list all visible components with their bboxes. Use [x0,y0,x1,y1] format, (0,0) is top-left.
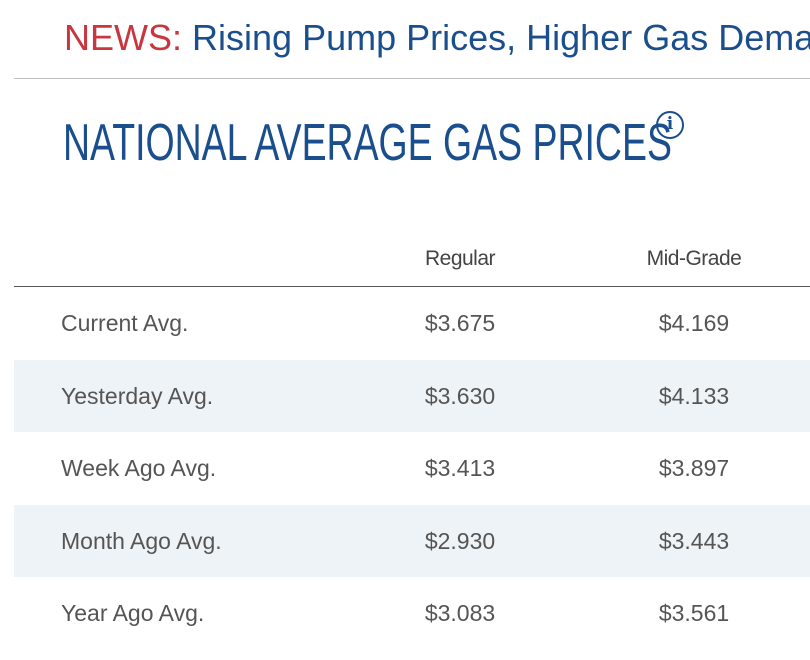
row-label: Week Ago Avg. [61,455,217,481]
row-label: Current Avg. [61,310,189,336]
row-label: Yesterday Avg. [61,382,214,409]
row-label: Year Ago Avg. [61,600,205,626]
table-row: Month Ago Avg. $2.930 $3.443 [14,504,810,577]
midgrade-price: $4.133 [658,382,730,409]
news-text[interactable]: NEWS: Rising Pump Prices, Higher Gas Dem… [64,17,810,59]
table-header: Regular Mid-Grade [14,230,810,287]
regular-price: $2.930 [424,527,496,554]
news-headline-link[interactable]: Rising Pump Prices, Higher Gas Demand [192,17,810,58]
page-title: NATIONAL AVERAGE GAS PRICES [63,114,672,172]
midgrade-price: $3.897 [658,455,730,481]
regular-price: $3.675 [424,310,496,336]
news-divider [14,78,810,79]
regular-price: $3.413 [424,455,496,481]
column-header-midgrade: Mid-Grade [646,247,742,270]
news-label: NEWS: [64,17,183,58]
table-row: Current Avg. $3.675 $4.169 [14,287,810,360]
gas-price-table: Regular Mid-Grade Current Avg. $3.675 $4… [14,230,810,650]
info-icon[interactable]: i [656,111,684,139]
table-row: Yesterday Avg. $3.630 $4.133 [14,359,810,432]
midgrade-price: $4.169 [658,310,730,336]
regular-price: $3.630 [424,382,496,409]
midgrade-price: $3.561 [658,600,730,626]
table-row: Year Ago Avg. $3.083 $3.561 [14,577,810,650]
table-row: Week Ago Avg. $3.413 $3.897 [14,432,810,505]
news-ticker[interactable]: NEWS: Rising Pump Prices, Higher Gas Dem… [0,0,810,78]
regular-price: $3.083 [424,600,496,626]
column-header-regular: Regular [424,247,496,270]
row-label: Month Ago Avg. [61,527,222,554]
midgrade-price: $3.443 [658,527,730,554]
